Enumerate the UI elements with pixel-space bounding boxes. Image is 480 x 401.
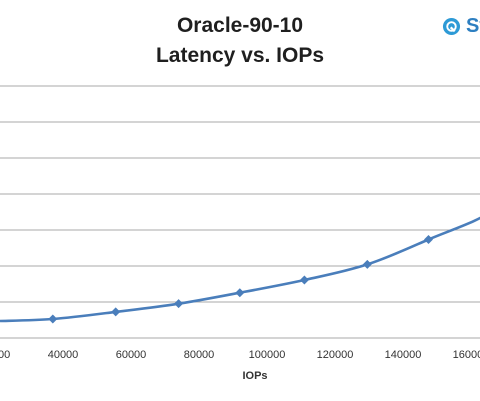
data-point-marker: [362, 259, 372, 269]
watermark-text: St: [466, 15, 480, 37]
data-point-marker: [235, 288, 245, 298]
data-point-marker: [424, 234, 433, 244]
series-markers: [48, 234, 433, 324]
chart-title-line1: Oracle-90-10: [176, 14, 304, 37]
x-tick-label: 120000: [317, 349, 354, 361]
chart-title-line2: Latency vs. IOPs: [155, 44, 325, 67]
data-point-marker: [299, 275, 309, 285]
x-tick-label: 160000: [453, 349, 480, 361]
storagereview-icon: [442, 17, 461, 36]
x-tick-label: 80000: [184, 349, 215, 361]
x-tick-label: 60000: [116, 349, 147, 361]
watermark-logo: St: [442, 15, 480, 38]
data-point-marker: [111, 307, 121, 317]
x-axis-ticks: 20000 40000 60000 80000 100000 120000 140000 16…: [0, 349, 480, 361]
gridlines: [0, 85, 480, 339]
series-line: [0, 216, 480, 323]
x-tick-label: 40000: [48, 349, 79, 361]
data-point-marker: [48, 314, 58, 324]
x-tick-label: 100000: [249, 349, 286, 361]
x-tick-label: 20000: [0, 349, 10, 361]
data-point-marker: [174, 299, 184, 309]
x-tick-label: 140000: [385, 349, 422, 361]
x-axis-label: IOPs: [242, 370, 268, 382]
